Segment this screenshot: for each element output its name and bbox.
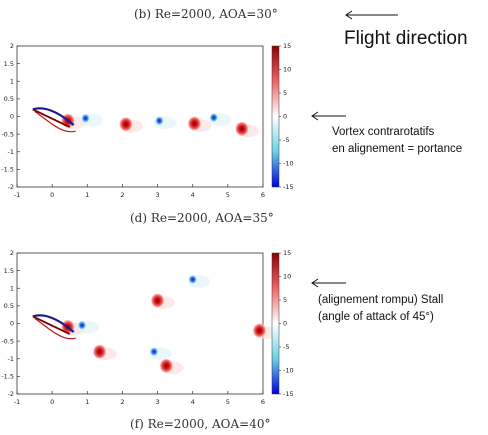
x-tick-label: -1	[14, 191, 20, 199]
x-tick-label: 6	[261, 398, 265, 406]
x-tick-label: 2	[120, 191, 124, 199]
x-tick-label: 6	[261, 191, 265, 199]
y-tick-label: -2	[8, 390, 14, 398]
negative-vortex	[188, 274, 198, 285]
positive-vortex	[159, 358, 174, 374]
colorbar	[271, 45, 280, 188]
negative-vortex	[209, 112, 219, 123]
plot-area	[16, 252, 264, 395]
x-tick-label: 4	[191, 398, 195, 406]
colorbar-tick-label: 0	[283, 320, 287, 328]
x-tick-label: 3	[156, 398, 160, 406]
positive-vortex	[234, 121, 249, 137]
colorbar-tick-label: 15	[283, 42, 291, 50]
shear-layer-upper	[32, 107, 75, 126]
x-tick-label: 3	[156, 191, 160, 199]
positive-vortex	[252, 322, 267, 339]
airfoil-plate	[32, 315, 71, 335]
y-tick-label: -0.5	[1, 130, 14, 138]
positive-vortex	[150, 292, 165, 309]
vortex-line-1: Vortex contrarotatifs	[332, 126, 435, 138]
x-tick-label: 2	[120, 398, 124, 406]
vorticity-plot-1: -1 0 1 2 3 4 5 6-2-1.5-1-0.500.511.52 151050-5-1…	[1, 42, 293, 199]
y-tick-label: -2	[8, 183, 14, 191]
positive-vortex	[187, 115, 202, 132]
vortex-line-2: en alignement = portance	[332, 143, 463, 155]
colorbar-tick-label: 15	[283, 249, 291, 257]
stall-line-2: (angle of attack of 45°)	[318, 311, 434, 323]
y-tick-label: 0	[10, 113, 14, 121]
colorbar-tick-label: -15	[283, 390, 294, 398]
colorbar-tick-label: -5	[283, 343, 289, 351]
colorbar	[271, 252, 280, 395]
colorbar-tick-label: 10	[283, 66, 291, 74]
colorbar-tick-label: -10	[283, 367, 294, 375]
y-tick-label: 0.5	[4, 302, 14, 310]
caption-b: (b) Re=2000, AOA=30°	[134, 7, 278, 21]
airfoil-plate	[32, 108, 71, 128]
y-tick-label: 0.5	[4, 95, 14, 103]
shear-layer-upper	[32, 314, 75, 333]
shear-layer-lower	[34, 317, 76, 340]
colorbar-tick-label: -10	[283, 160, 294, 168]
y-tick-label: 1.5	[4, 60, 14, 68]
y-tick-label: 1.5	[4, 267, 14, 275]
colorbar-tick-label: 5	[283, 89, 287, 97]
vorticity-plot-2: -1 0 1 2 3 4 5 6-2-1.5-1-0.500.511.52 151050-5-1…	[1, 249, 293, 406]
y-tick-label: 1	[10, 284, 14, 292]
colorbar-tick-label: 10	[283, 273, 291, 281]
negative-vortex	[77, 320, 87, 331]
y-tick-label: -1	[8, 355, 14, 363]
y-tick-label: 1	[10, 77, 14, 85]
caption-d: (d) Re=2000, AOA=35°	[130, 211, 274, 225]
y-tick-label: 2	[10, 42, 14, 50]
stall-annotation: (alignement rompu) Stall (angle of attac…	[318, 292, 443, 326]
vortex-annotation: Vortex contrarotatifs en alignement = po…	[332, 124, 462, 158]
y-tick-label: -1	[8, 148, 14, 156]
y-tick-label: 0	[10, 320, 14, 328]
shear-layer-lower	[34, 110, 76, 133]
colorbar-tick-label: -15	[283, 183, 294, 191]
x-tick-label: 4	[191, 191, 195, 199]
caption-f: (f) Re=2000, AOA=40°	[130, 417, 271, 431]
negative-vortex	[154, 115, 164, 126]
x-tick-label: 1	[85, 398, 89, 406]
colorbar-tick-label: 5	[283, 296, 287, 304]
positive-vortex	[118, 116, 133, 132]
y-tick-label: -1.5	[1, 373, 14, 381]
x-tick-label: 5	[226, 191, 230, 199]
colorbar-tick-label: 0	[283, 113, 287, 121]
x-tick-label: 1	[85, 191, 89, 199]
y-tick-label: 2	[10, 249, 14, 257]
negative-vortex	[80, 113, 91, 124]
y-tick-label: -0.5	[1, 337, 14, 345]
x-tick-label: 0	[50, 191, 54, 199]
positive-vortex	[92, 344, 107, 360]
stall-line-1: (alignement rompu) Stall	[318, 294, 444, 306]
y-tick-label: -1.5	[1, 166, 14, 174]
x-tick-label: 0	[50, 398, 54, 406]
negative-vortex	[149, 346, 159, 357]
colorbar-tick-label: -5	[283, 136, 289, 144]
flight-direction-label: Flight direction	[344, 28, 468, 49]
x-tick-label: -1	[14, 398, 20, 406]
x-tick-label: 5	[226, 398, 230, 406]
